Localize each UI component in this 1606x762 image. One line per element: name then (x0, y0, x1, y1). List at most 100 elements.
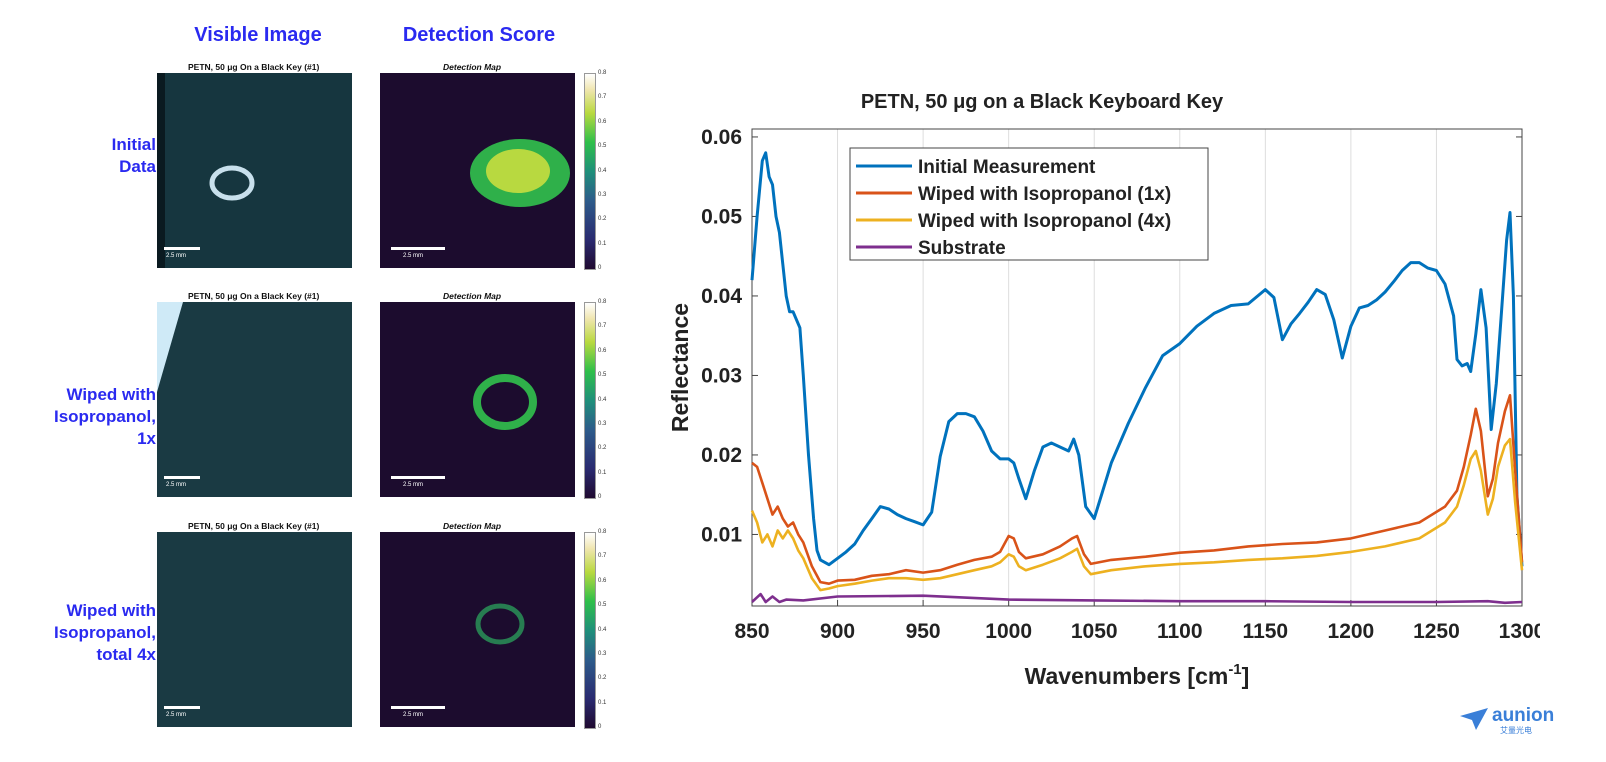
y-tick-label: 0.01 (701, 523, 742, 546)
detection-map-title: Detection Map (443, 291, 502, 301)
row-label-line: Wiped with (66, 385, 156, 404)
colorbar-tick-label: 0.3 (598, 650, 607, 657)
scale-bar (391, 476, 445, 479)
visible-image-graphic (157, 532, 352, 727)
reflectance-chart: 850 900 950 1000 1050 1100 1150 1200 1250 1300 0.0… (667, 91, 1540, 689)
row-label-line: Isopropanol, (54, 407, 156, 426)
colorbar-tick-label: 0.2 (598, 675, 607, 682)
scale-bar-label: 2.5 mm (166, 482, 187, 488)
colorbar-tick-label: 0.3 (598, 191, 607, 198)
row-label-wiped-1x: Wiped with Isopropanol, 1x (54, 384, 156, 450)
detection-map-graphic (380, 302, 575, 497)
x-tick-label: 1050 (1071, 620, 1118, 643)
y-tick-label: 0.05 (701, 205, 742, 228)
row-label-line: total 4x (96, 645, 156, 664)
visible-image (157, 302, 352, 497)
y-tick-label: 0.06 (701, 126, 742, 149)
colorbar-tick-label: 0.7 (598, 94, 607, 101)
colorbar-tick-label: 0.6 (598, 577, 607, 584)
x-tick-label: 900 (820, 620, 855, 643)
legend-entry: Wiped with Isopropanol (4x) (918, 211, 1171, 232)
plot-frame (751, 128, 1523, 607)
colorbar-tick-label: 0.7 (598, 553, 607, 560)
brand-subtext: 艾量光电 (1500, 726, 1532, 735)
colorbar (584, 302, 596, 499)
legend-entry: Initial Measurement (918, 157, 1096, 178)
scale-bar (391, 706, 445, 709)
detection-map (380, 302, 575, 497)
detection-map (380, 73, 575, 268)
colorbar-tick-label: 0 (598, 724, 602, 730)
scale-bar-label: 2.5 mm (403, 482, 424, 488)
detection-map-graphic (380, 73, 575, 268)
x-tick-label: 1100 (1157, 620, 1203, 643)
series-line-2 (751, 394, 1524, 585)
legend-entry: Substrate (918, 238, 1006, 259)
colorbar-tick-label: 0.8 (598, 529, 607, 535)
x-tick-label: 1150 (1243, 620, 1289, 643)
visible-image-title: PETN, 50 μg On a Black Key (#1) (188, 62, 320, 72)
colorbar-tick-label: 0.5 (598, 372, 607, 379)
colorbar-tick-label: 0.2 (598, 445, 607, 452)
y-tick-label: 0.02 (701, 444, 742, 467)
visible-image-title: PETN, 50 μg On a Black Key (#1) (188, 521, 320, 531)
colorbar-tick-label: 0.5 (598, 602, 607, 609)
visible-image-title: PETN, 50 μg On a Black Key (#1) (188, 291, 320, 301)
detection-score-header: Detection Score (402, 24, 556, 46)
visible-image-graphic (157, 302, 352, 497)
scale-bar (164, 706, 200, 709)
visible-image (157, 73, 352, 268)
colorbar-tick-label: 0.2 (598, 216, 607, 223)
series-line-4 (751, 592, 1523, 605)
scale-bar-label: 2.5 mm (403, 253, 424, 259)
scale-bar-label: 2.5 mm (403, 712, 424, 718)
visible-image (157, 532, 352, 727)
row-label-line: Initial (111, 135, 156, 154)
detection-map (380, 532, 575, 727)
x-tick-label: 1250 (1413, 620, 1460, 643)
x-tick-label: 1300 (1499, 620, 1540, 643)
row-label-line: 1x (137, 429, 156, 448)
scale-bar (164, 476, 200, 479)
y-tick-label: 0.03 (701, 364, 742, 387)
colorbar-tick-label: 0.5 (598, 143, 607, 150)
x-tick-label: 1000 (985, 620, 1032, 643)
x-axis-label: Wavenumbers [cm-1] (1025, 661, 1250, 689)
colorbar-tick-label: 0.8 (598, 299, 607, 305)
scale-bar-label: 2.5 mm (166, 253, 187, 259)
colorbar-tick-label: 0.6 (598, 118, 607, 125)
scale-bar (164, 247, 200, 250)
series-line-3 (750, 437, 1524, 592)
scale-bar (391, 247, 445, 250)
colorbar-tick-label: 0.4 (598, 626, 607, 633)
chart-title: PETN, 50 μg on a Black Keyboard Key (861, 91, 1224, 113)
colorbar-tick-label: 0.8 (598, 70, 607, 76)
colorbar (584, 532, 596, 729)
scale-bar-label: 2.5 mm (166, 712, 187, 718)
visible-image-graphic (157, 73, 352, 268)
x-tick-label: 950 (906, 620, 941, 643)
row-label-line: Wiped with (66, 601, 156, 620)
series-line-1 (750, 151, 1524, 567)
colorbar-tick-label: 0.6 (598, 347, 607, 354)
detection-map-graphic (380, 532, 575, 727)
colorbar-tick-label: 0 (598, 494, 602, 500)
y-axis-label: Reflectance (667, 303, 693, 432)
row-label-wiped-4x: Wiped with Isopropanol, total 4x (54, 600, 156, 666)
x-tick-label: 1200 (1328, 620, 1375, 643)
colorbar (584, 73, 596, 270)
y-tick-label: 0.04 (701, 285, 742, 308)
legend-entry: Wiped with Isopropanol (1x) (918, 184, 1171, 205)
brand-logo: aunion (1492, 705, 1555, 726)
detection-map-title: Detection Map (443, 62, 502, 72)
colorbar-tick-label: 0.4 (598, 167, 607, 174)
paper-plane-icon (1460, 708, 1488, 730)
row-label-line: Isopropanol, (54, 623, 156, 642)
colorbar-tick-label: 0.4 (598, 396, 607, 403)
colorbar-tick-label: 0.1 (598, 240, 607, 247)
detection-map-title: Detection Map (443, 521, 502, 531)
row-label-initial: Initial Data (112, 134, 156, 178)
colorbar-tick-label: 0.1 (598, 469, 607, 476)
x-tick-label: 850 (734, 620, 769, 643)
colorbar-tick-label: 0 (598, 265, 602, 271)
